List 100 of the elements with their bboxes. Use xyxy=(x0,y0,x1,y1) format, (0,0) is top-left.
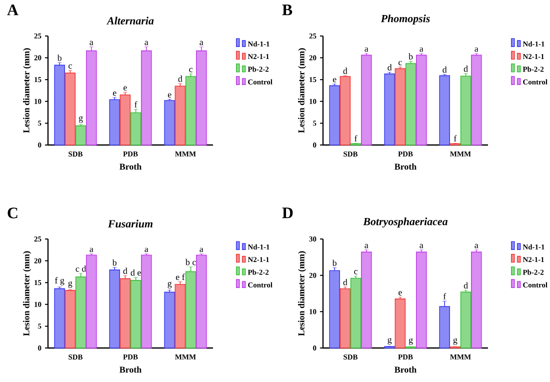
bar xyxy=(394,68,406,146)
bar xyxy=(340,288,351,348)
bar xyxy=(164,292,175,348)
data-label: g xyxy=(388,338,392,344)
bar xyxy=(329,270,340,348)
data-label: c xyxy=(354,270,358,274)
chart-title: Phomopsis xyxy=(380,14,430,24)
data-label: g xyxy=(168,282,172,288)
data-label: f xyxy=(454,135,457,142)
bar xyxy=(109,270,120,348)
text: D xyxy=(282,208,293,218)
data-label: a xyxy=(200,248,204,252)
bar xyxy=(439,75,450,146)
data-label: b xyxy=(408,53,413,60)
data-label: a xyxy=(420,47,424,52)
bar xyxy=(384,74,395,146)
bar xyxy=(54,288,65,348)
bar xyxy=(130,280,142,348)
bar xyxy=(164,100,175,146)
bar xyxy=(64,72,76,146)
x-axis-title: Broth xyxy=(120,163,142,170)
bar xyxy=(75,125,86,146)
x-axis-title: Broth xyxy=(394,366,417,373)
data-label: c xyxy=(68,64,72,69)
bar xyxy=(141,50,152,146)
bar xyxy=(471,54,482,146)
data-label: d xyxy=(123,268,128,274)
data-label: e xyxy=(124,86,127,91)
bar xyxy=(75,276,86,348)
data-label: a xyxy=(144,248,148,252)
bar xyxy=(86,254,97,348)
bar xyxy=(185,271,196,348)
bar xyxy=(405,63,416,146)
data-label: g xyxy=(408,338,413,345)
data-label: g xyxy=(78,116,83,123)
data-label: a xyxy=(364,244,368,248)
bar xyxy=(185,76,196,146)
bar xyxy=(130,112,142,146)
x-axis-title: Broth xyxy=(120,366,142,373)
data-label: d xyxy=(388,64,392,70)
data-label: g xyxy=(68,281,72,288)
data-label: f xyxy=(443,293,446,300)
data-label: d xyxy=(464,282,468,289)
data-label: f g xyxy=(55,277,64,286)
y-axis-title: Lesion diameter (mm) xyxy=(298,48,306,133)
bar xyxy=(141,254,152,348)
data-label: a xyxy=(420,244,424,248)
bar xyxy=(54,64,65,146)
y-axis-title: Lesion diameter (mm) xyxy=(23,48,32,133)
data-label: a xyxy=(474,244,478,248)
data-label: d e xyxy=(130,269,141,276)
data-label: b c xyxy=(185,258,196,266)
data-label: e xyxy=(398,291,402,296)
bar xyxy=(174,86,186,146)
bar xyxy=(460,76,472,146)
bar xyxy=(350,278,362,348)
data-label: e f xyxy=(176,274,185,280)
data-label: a xyxy=(364,47,368,52)
bar xyxy=(86,50,97,146)
bar xyxy=(340,76,351,146)
data-label: d xyxy=(442,66,447,73)
bar xyxy=(394,298,406,348)
data-label: b xyxy=(57,54,62,61)
data-label: a xyxy=(90,248,94,252)
bar xyxy=(120,94,131,146)
chart-title: Fusarium xyxy=(108,220,153,228)
bar xyxy=(64,290,76,348)
bar xyxy=(174,284,186,348)
bar xyxy=(109,99,120,146)
bar xyxy=(361,252,372,348)
chart-title: Alternaria xyxy=(106,16,154,24)
data-label: c xyxy=(189,68,193,72)
data-label: e xyxy=(168,93,172,98)
bar xyxy=(196,50,207,146)
y-axis-title: Lesion diameter (mm) xyxy=(23,251,32,336)
bar xyxy=(120,278,131,348)
bar xyxy=(329,85,340,146)
text: A xyxy=(7,4,18,16)
data-label: e xyxy=(332,78,336,82)
data-label: a xyxy=(200,40,204,46)
data-label: e xyxy=(112,91,116,96)
data-label: b xyxy=(112,259,116,266)
data-label: f xyxy=(354,135,358,142)
y-axis-title: Lesion diameter (mm) xyxy=(298,251,306,336)
bar xyxy=(471,252,482,348)
data-label: c d xyxy=(76,265,86,272)
data-label: g xyxy=(453,338,458,345)
data-label: a xyxy=(474,47,478,52)
text: B xyxy=(282,4,292,16)
chart-title: Botryosphaeriacea xyxy=(363,218,448,228)
text: C xyxy=(8,208,18,218)
data-label: d xyxy=(343,278,348,286)
x-axis-title: Broth xyxy=(394,163,417,170)
bar xyxy=(416,252,427,348)
bar xyxy=(196,254,207,348)
bar xyxy=(416,54,427,146)
data-label: d xyxy=(343,68,348,74)
data-label: a xyxy=(144,40,148,46)
bar xyxy=(361,54,372,146)
data-label: b xyxy=(332,260,336,266)
